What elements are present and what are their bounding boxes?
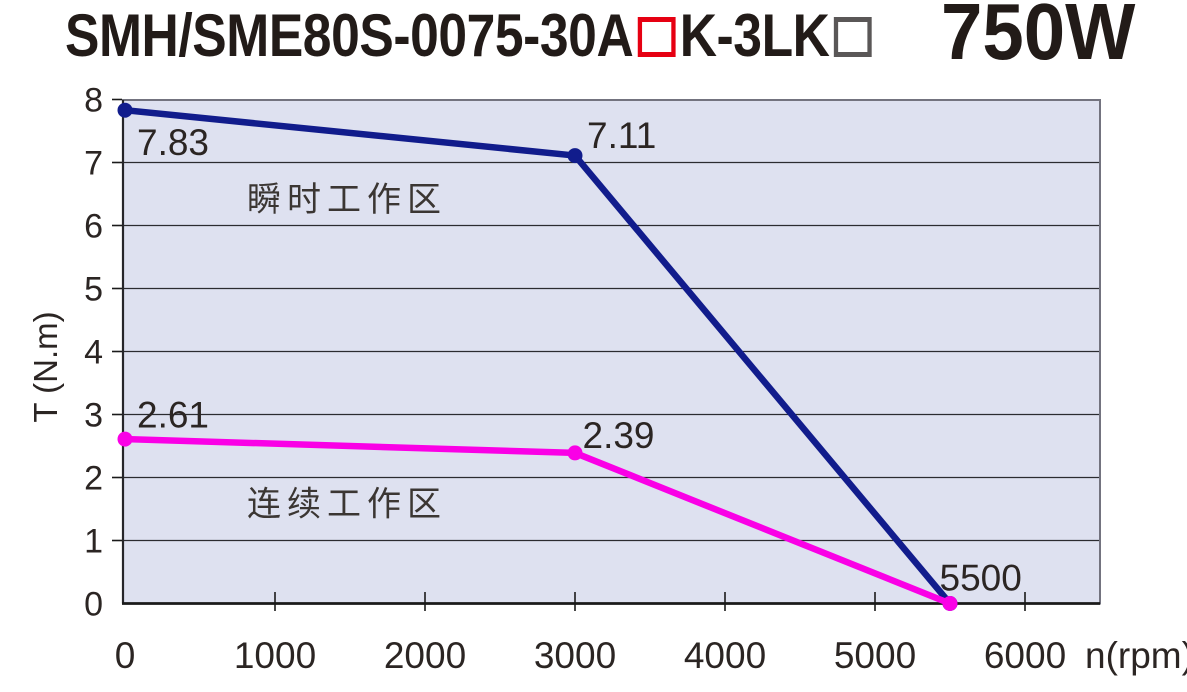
point-value-label: 7.11 <box>587 115 656 156</box>
model-option-box-red <box>637 17 676 57</box>
point-value-label: 2.39 <box>583 415 655 456</box>
model-suffix: K-3LK <box>679 2 830 69</box>
y-axis-tick-label: 1 <box>84 523 103 561</box>
x-axis-tick-label: 6000 <box>984 635 1066 676</box>
y-axis-tick-label: 6 <box>84 208 103 246</box>
data-point <box>567 445 583 461</box>
point-value-label: 5500 <box>940 557 1022 598</box>
x-axis-tick-label: 0 <box>115 635 136 676</box>
y-axis-tick-label: 5 <box>84 271 103 309</box>
data-point <box>117 102 133 118</box>
model-prefix: SMH/SME80S-0075-30A <box>65 2 634 69</box>
x-axis-tick-label: 1000 <box>234 635 316 676</box>
data-point <box>567 148 583 164</box>
y-axis-tick-label: 4 <box>84 334 103 372</box>
y-axis-tick-label: 0 <box>84 586 103 624</box>
region-label: 连续工作区 <box>247 485 447 523</box>
data-point <box>117 431 133 447</box>
model-option-box-gray <box>833 17 872 57</box>
point-value-label: 7.83 <box>137 122 209 163</box>
motor-model-number: SMH/SME80S-0075-30A K-3LK <box>65 6 876 66</box>
y-axis-tick-label: 8 <box>84 82 103 120</box>
y-axis-title: T (N.m) <box>27 311 64 422</box>
y-axis-tick-label: 7 <box>84 145 103 183</box>
data-point <box>942 596 958 611</box>
point-value-label: 2.61 <box>137 395 209 436</box>
region-label: 瞬时工作区 <box>247 181 447 219</box>
x-axis-title: n(rpm) <box>1085 635 1187 676</box>
y-axis-tick-label: 3 <box>84 397 103 435</box>
x-axis-tick-label: 3000 <box>534 635 616 676</box>
x-axis-tick-label: 2000 <box>384 635 466 676</box>
power-rating: 750W <box>941 0 1136 76</box>
x-axis-tick-label: 5000 <box>834 635 916 676</box>
y-axis-tick-label: 2 <box>84 460 103 498</box>
x-axis-tick-label: 4000 <box>684 635 766 676</box>
